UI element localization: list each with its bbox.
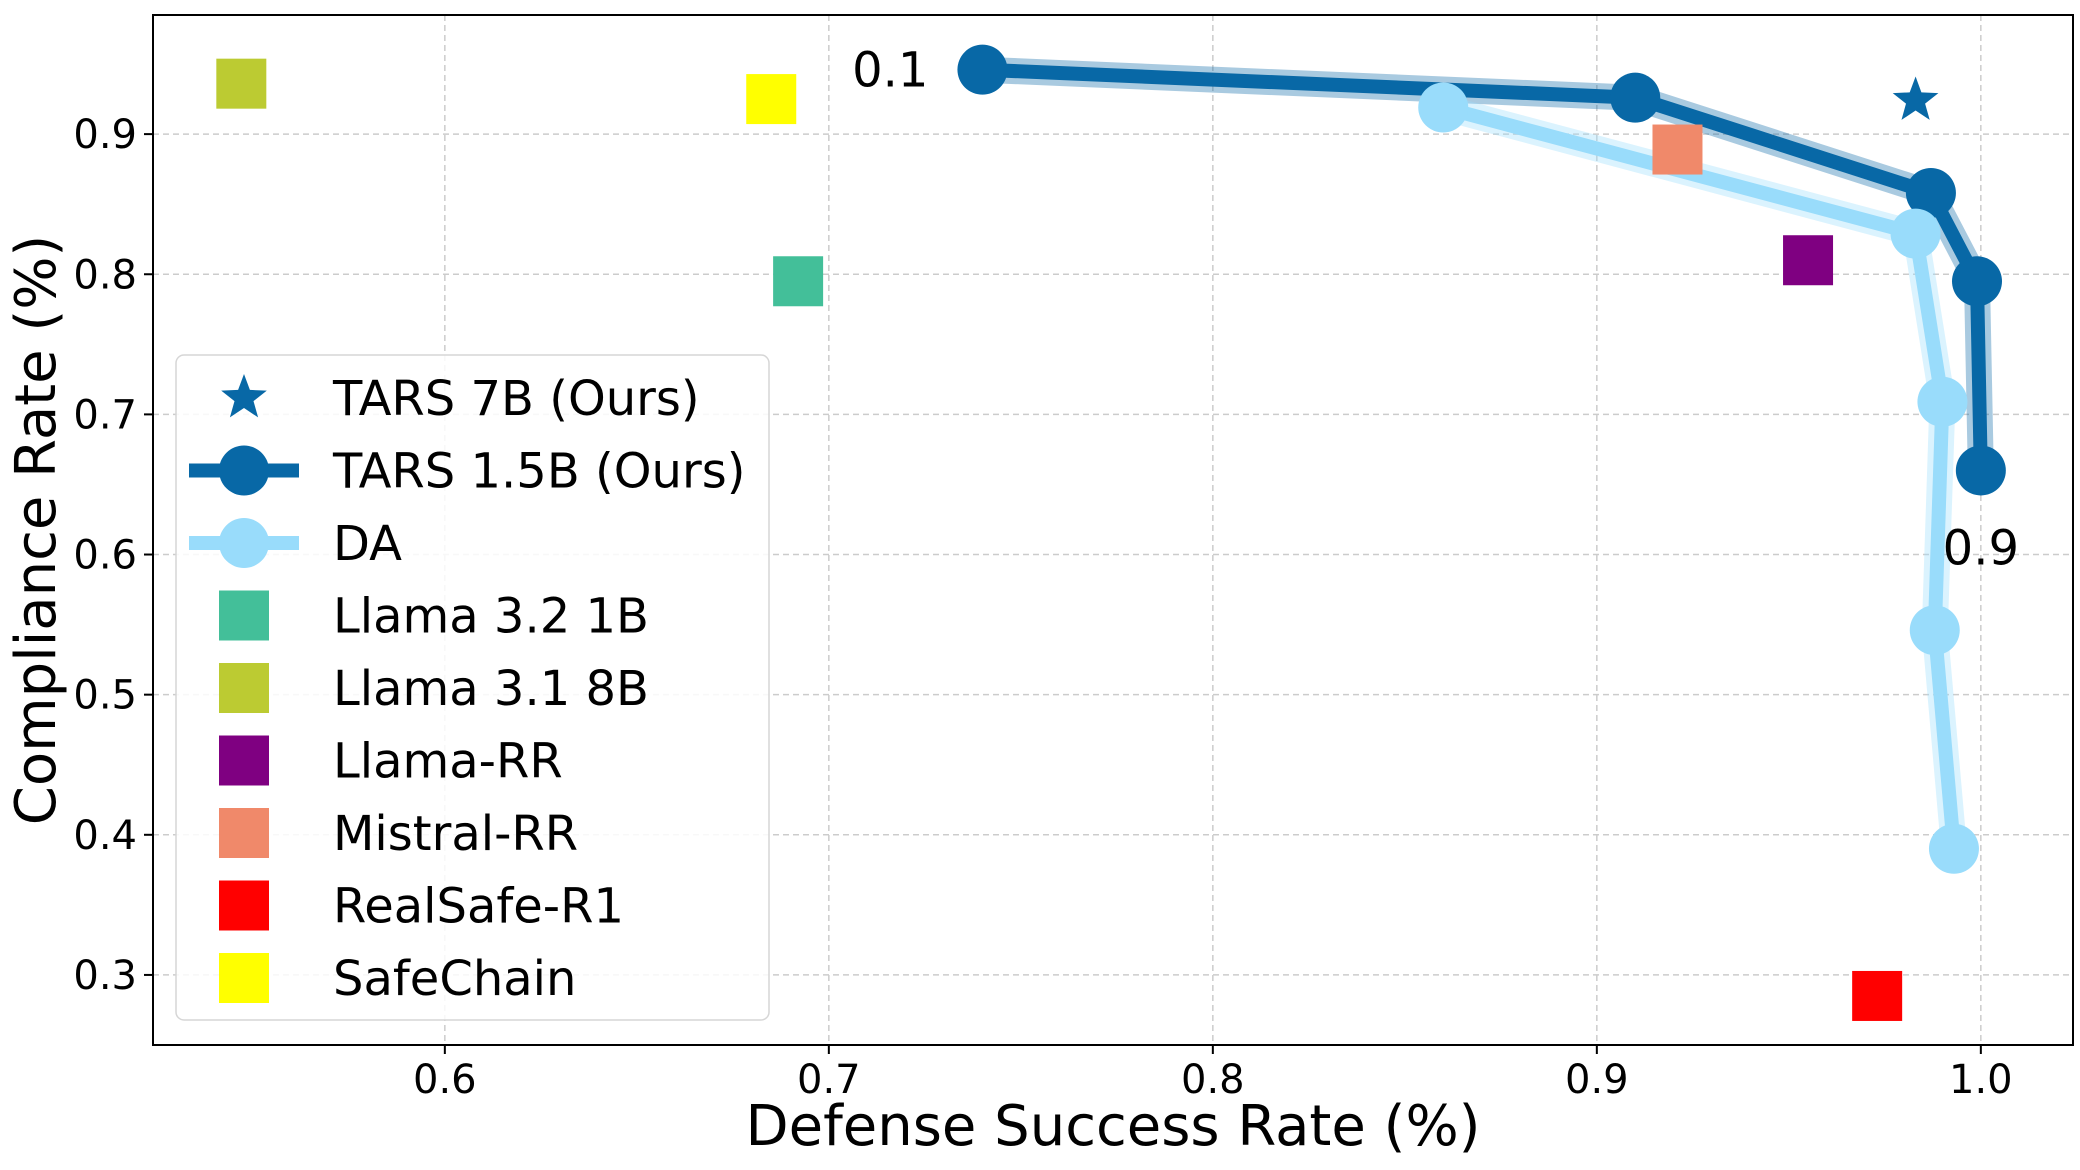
- data-point: [1610, 72, 1661, 123]
- y-axis-label: Compliance Rate (%): [4, 235, 69, 826]
- series-llama-3-1-8b: [216, 58, 267, 109]
- data-point: [1652, 124, 1703, 175]
- legend-item-llama-rr: Llama-RR: [219, 734, 563, 790]
- x-tick-label: 0.7: [797, 1057, 861, 1103]
- data-point: [1890, 208, 1941, 259]
- legend-item-realsafe-r1: RealSafe-R1: [219, 879, 624, 935]
- data-point: [773, 256, 824, 307]
- series-tars-1-5b-ours: [957, 44, 2006, 496]
- annotation-label: 0.9: [1943, 521, 2019, 577]
- x-tick-label: 0.9: [1565, 1057, 1629, 1103]
- legend-label: TARS 7B (Ours): [332, 371, 700, 427]
- legend-label: TARS 1.5B (Ours): [332, 444, 745, 500]
- data-point: [957, 44, 1008, 95]
- y-tick-label: 0.3: [73, 953, 137, 999]
- data-point: [1905, 167, 1956, 218]
- y-tick-label: 0.8: [73, 252, 137, 298]
- legend-label: SafeChain: [333, 951, 576, 1007]
- x-tick-label: 1.0: [1949, 1057, 2013, 1103]
- legend-label: Llama-RR: [333, 734, 563, 790]
- annotations: 0.1 0.9: [852, 43, 2019, 577]
- legend-marker: [219, 735, 269, 786]
- y-tick-label: 0.9: [73, 112, 137, 158]
- data-point: [1892, 76, 1939, 120]
- data-point: [1955, 445, 2006, 496]
- legend-item-mistral-rr: Mistral-RR: [219, 806, 578, 862]
- legend-item-tars-1-5b-ours: TARS 1.5B (Ours): [189, 444, 745, 500]
- data-point: [1852, 970, 1903, 1021]
- legend-item-safechain: SafeChain: [219, 951, 576, 1007]
- plot-frame: [152, 14, 2074, 1046]
- legend-item-tars-7b-ours: TARS 7B (Ours): [221, 371, 700, 427]
- series-realsafe-r1: [1852, 970, 1903, 1021]
- data-point: [1952, 256, 2002, 307]
- data-point: [1418, 82, 1469, 133]
- data-point: [1909, 605, 1960, 656]
- y-tick-label: 0.6: [73, 533, 137, 579]
- x-tick-label: 0.6: [413, 1057, 477, 1103]
- plot-series: [216, 44, 2006, 1021]
- series-tars-7b-ours: [1892, 76, 1939, 120]
- x-axis-label: Defense Success Rate (%): [746, 1094, 1481, 1159]
- legend-marker: [219, 663, 269, 713]
- legend-label: Mistral-RR: [333, 806, 578, 862]
- legend-box: [175, 354, 770, 1021]
- data-point: [216, 58, 267, 109]
- data-point: [1917, 376, 1968, 427]
- y-tick-label: 0.4: [73, 813, 137, 859]
- legend-marker: [219, 808, 269, 858]
- legend-label: RealSafe-R1: [333, 879, 624, 935]
- series-llama-rr: [1783, 235, 1834, 286]
- y-tick-label: 0.5: [73, 673, 137, 719]
- legend-marker: [219, 590, 269, 641]
- y-tick-label: 0.7: [73, 392, 137, 438]
- legend: TARS 7B (Ours) TARS 1.5B (Ours) DA Llama 3.…: [175, 354, 770, 1021]
- series-da: [1418, 82, 1979, 874]
- data-point: [1928, 823, 1979, 874]
- legend-marker: [219, 953, 269, 1003]
- legend-item-da: DA: [189, 516, 402, 572]
- axis-ticks: 0.6 0.7 0.8 0.9 1.0 0.3 0.4 0.5 0.6 0.7 0.8 0.9: [73, 112, 2012, 1103]
- legend-label: Llama 3.1 8B: [333, 661, 649, 717]
- annotation-label: 0.1: [852, 43, 928, 99]
- data-point: [1783, 235, 1834, 286]
- legend-label: DA: [333, 516, 402, 572]
- data-point: [746, 74, 797, 125]
- legend-marker: [219, 518, 269, 568]
- legend-marker: [219, 445, 269, 496]
- legend-marker: [221, 374, 267, 418]
- series-llama-3-2-1b: [773, 256, 824, 307]
- series-safechain: [746, 74, 797, 125]
- series-mistral-rr: [1652, 124, 1703, 175]
- legend-item-llama-3-2-1b: Llama 3.2 1B: [219, 589, 649, 645]
- legend-label: Llama 3.2 1B: [333, 589, 649, 645]
- x-tick-label: 0.8: [1181, 1057, 1245, 1103]
- legend-item-llama-3-1-8b: Llama 3.1 8B: [219, 661, 649, 717]
- legend-marker: [219, 880, 269, 931]
